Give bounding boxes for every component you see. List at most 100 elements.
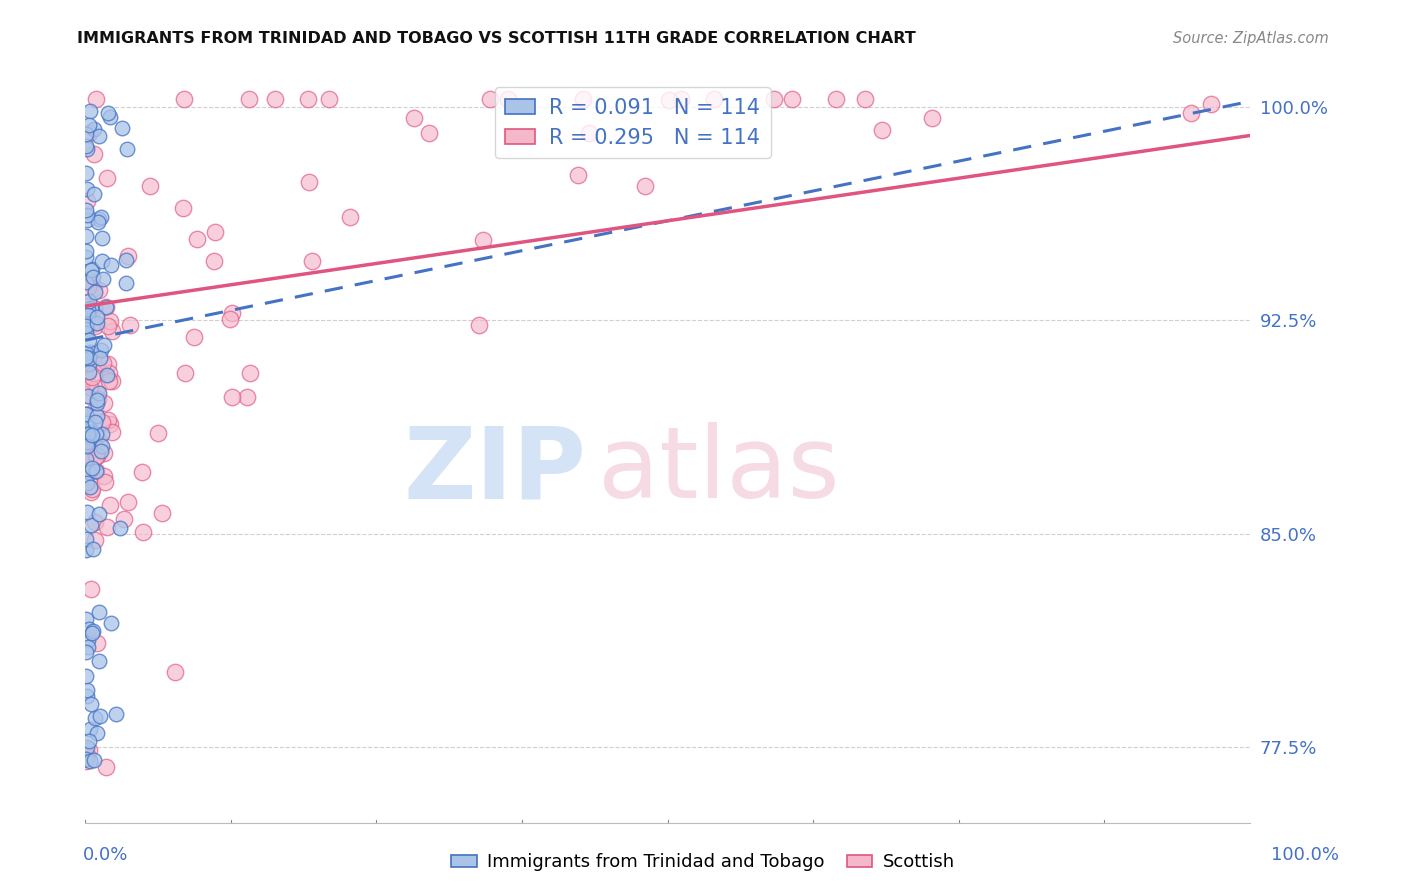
Point (870, 123, 893, 137)
Point (297, 91, 319, 105)
Point (172, 201, 194, 215)
Point (75, 407, 97, 421)
Point (91, 356, 114, 370)
Point (75, 429, 97, 443)
Point (75, 203, 97, 218)
Point (572, 91, 595, 105)
Point (79, 365, 101, 379)
Point (853, 91, 876, 105)
Point (79, 425, 101, 439)
Point (87, 507, 110, 521)
Point (80, 484, 103, 499)
Point (79, 380, 101, 394)
Point (84, 427, 107, 442)
Point (98, 314, 121, 328)
Point (75, 317, 97, 331)
Point (79, 422, 101, 436)
Point (101, 324, 124, 338)
Point (173, 91, 195, 105)
Point (77, 308, 100, 322)
Point (86, 310, 108, 324)
Point (90, 210, 112, 224)
Text: 100.0%: 100.0% (1271, 846, 1339, 863)
Point (87, 437, 110, 451)
Point (825, 91, 848, 105)
Point (75, 417, 97, 431)
Point (780, 91, 803, 105)
Point (75, 322, 97, 336)
Point (96, 170, 118, 185)
Point (82, 317, 104, 331)
Point (114, 277, 136, 291)
Point (79, 263, 101, 277)
Point (120, 318, 142, 332)
Point (76, 213, 98, 227)
Point (86, 449, 108, 463)
Point (496, 91, 519, 105)
Point (76, 748, 98, 763)
Point (75, 408, 97, 422)
Point (75, 351, 97, 366)
Point (84, 318, 107, 333)
Point (238, 91, 260, 105)
Point (75, 543, 97, 558)
Point (76, 463, 98, 477)
Point (76, 682, 98, 697)
Point (263, 91, 285, 105)
Point (115, 253, 138, 268)
Point (90, 254, 112, 268)
Point (80, 301, 103, 315)
Point (318, 91, 340, 105)
Point (77, 742, 100, 756)
Point (80, 430, 103, 444)
Point (84, 450, 107, 464)
Point (763, 91, 786, 105)
Point (703, 91, 725, 105)
Text: Source: ZipAtlas.com: Source: ZipAtlas.com (1173, 31, 1329, 46)
Point (83, 285, 105, 299)
Point (301, 253, 323, 268)
Point (138, 179, 160, 194)
Point (77, 733, 100, 747)
Point (87, 655, 110, 669)
Point (204, 225, 226, 239)
Point (77, 357, 100, 371)
Point (186, 232, 208, 246)
Point (221, 306, 243, 320)
Point (77, 427, 100, 442)
Point (90, 343, 112, 357)
Point (567, 168, 589, 182)
Point (76, 505, 98, 519)
Point (86, 464, 108, 478)
Point (239, 366, 262, 380)
Point (75, 754, 97, 768)
Point (112, 512, 135, 526)
Point (93, 395, 115, 409)
Point (90, 416, 112, 430)
Point (98, 417, 121, 431)
Legend: Immigrants from Trinidad and Tobago, Scottish: Immigrants from Trinidad and Tobago, Sco… (444, 847, 962, 879)
Point (87, 215, 110, 229)
Point (96, 519, 118, 533)
Point (75, 345, 97, 359)
Point (131, 465, 153, 479)
Point (671, 91, 693, 105)
Point (84, 533, 107, 547)
Point (75, 752, 97, 766)
Point (93, 446, 115, 460)
Point (75, 369, 97, 384)
Point (75, 370, 97, 384)
Point (83, 187, 105, 202)
Point (111, 121, 134, 136)
Point (77, 389, 100, 403)
Point (146, 426, 169, 441)
Point (82, 461, 104, 475)
Point (100, 258, 122, 272)
Point (75, 368, 97, 383)
Point (79, 345, 101, 359)
Point (96, 301, 118, 315)
Point (77, 272, 100, 286)
Point (578, 126, 600, 140)
Point (86, 636, 108, 650)
Point (76, 208, 98, 222)
